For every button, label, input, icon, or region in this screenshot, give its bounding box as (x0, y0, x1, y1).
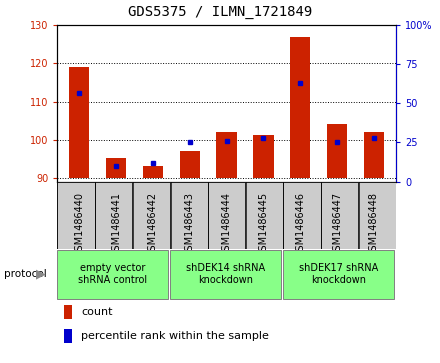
Bar (143, 166, 163, 178)
Bar (64, 329, 72, 343)
Bar (283, 250, 394, 299)
Text: shDEK14 shRNA
knockdown: shDEK14 shRNA knockdown (186, 263, 265, 285)
Bar (290, 37, 310, 178)
Bar (364, 132, 384, 178)
Text: GSM1486446: GSM1486446 (295, 192, 305, 257)
Bar (64, 305, 72, 319)
Bar (57, 250, 168, 299)
Text: count: count (81, 307, 112, 317)
Bar (69, 67, 89, 178)
Bar (106, 158, 126, 178)
Text: empty vector
shRNA control: empty vector shRNA control (78, 263, 147, 285)
Text: protocol: protocol (4, 269, 47, 279)
Bar (57, 182, 95, 249)
Bar (327, 125, 347, 178)
Bar (170, 250, 281, 299)
Bar (246, 182, 283, 249)
Text: GSM1486441: GSM1486441 (111, 192, 121, 257)
Bar (253, 135, 274, 178)
Text: GSM1486442: GSM1486442 (148, 192, 158, 257)
Text: GSM1486447: GSM1486447 (332, 192, 342, 257)
Bar (283, 182, 321, 249)
Text: ▶: ▶ (36, 268, 45, 281)
Text: GSM1486448: GSM1486448 (369, 192, 379, 257)
Bar (180, 151, 200, 178)
Text: GSM1486440: GSM1486440 (74, 192, 84, 257)
Bar (321, 182, 358, 249)
Bar (132, 182, 170, 249)
Text: percentile rank within the sample: percentile rank within the sample (81, 331, 269, 341)
Bar (216, 132, 237, 178)
Text: shDEK17 shRNA
knockdown: shDEK17 shRNA knockdown (299, 263, 378, 285)
Bar (170, 182, 208, 249)
Bar (358, 182, 396, 249)
Text: GSM1486444: GSM1486444 (222, 192, 231, 257)
Bar (95, 182, 132, 249)
Text: GSM1486443: GSM1486443 (185, 192, 195, 257)
Text: GDS5375 / ILMN_1721849: GDS5375 / ILMN_1721849 (128, 5, 312, 20)
Bar (208, 182, 246, 249)
Text: GSM1486445: GSM1486445 (258, 192, 268, 257)
